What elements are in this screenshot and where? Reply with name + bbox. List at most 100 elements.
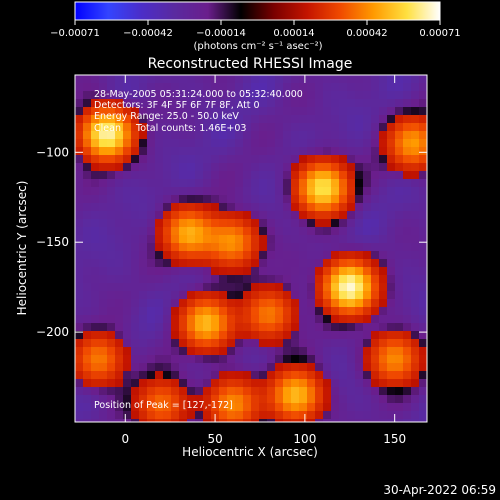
- heatmap-cell: [355, 187, 364, 196]
- heatmap-cell: [147, 179, 156, 188]
- heatmap-cell: [259, 227, 268, 236]
- heatmap-cell: [139, 363, 148, 372]
- heatmap-cell: [147, 139, 156, 148]
- heatmap-cell: [139, 323, 148, 332]
- heatmap-cell: [243, 387, 252, 396]
- heatmap-cell: [163, 115, 172, 124]
- heatmap-cell: [155, 91, 164, 100]
- heatmap-cell: [331, 307, 340, 316]
- heatmap-cell: [395, 171, 404, 180]
- colorbar-tick-label: 0.00071: [419, 28, 460, 39]
- heatmap-cell: [235, 315, 244, 324]
- heatmap-cell: [99, 403, 108, 412]
- heatmap-cell: [187, 275, 196, 284]
- heatmap-cell: [323, 227, 332, 236]
- heatmap-cell: [323, 267, 332, 276]
- heatmap-cell: [259, 371, 268, 380]
- heatmap-cell: [75, 403, 84, 412]
- heatmap-cell: [379, 195, 388, 204]
- heatmap-cell: [291, 147, 300, 156]
- heatmap-cell: [347, 99, 356, 108]
- heatmap-cell: [99, 131, 108, 140]
- heatmap-cell: [411, 139, 420, 148]
- heatmap-cell: [179, 339, 188, 348]
- heatmap-cell: [91, 275, 100, 284]
- heatmap-cell: [355, 211, 364, 220]
- heatmap-cell: [339, 243, 348, 252]
- heatmap-cell: [403, 235, 412, 244]
- heatmap-cell: [139, 339, 148, 348]
- heatmap-cell: [251, 83, 260, 92]
- heatmap-cell: [203, 411, 212, 420]
- heatmap-cell: [283, 275, 292, 284]
- heatmap-cell: [243, 379, 252, 388]
- heatmap-cell: [147, 171, 156, 180]
- heatmap-cell: [75, 75, 84, 84]
- detectors-annotation: Detectors: 3F 4F 5F 6F 7F 8F, Att 0: [94, 100, 260, 111]
- heatmap-cell: [259, 91, 268, 100]
- heatmap-cell: [275, 235, 284, 244]
- heatmap-cell: [179, 163, 188, 172]
- heatmap-cell: [347, 147, 356, 156]
- heatmap-cell: [419, 331, 428, 340]
- heatmap-cell: [227, 291, 236, 300]
- heatmap-cell: [195, 371, 204, 380]
- heatmap-cell: [283, 251, 292, 260]
- heatmap-cell: [99, 331, 108, 340]
- heatmap-cell: [171, 179, 180, 188]
- heatmap-cell: [411, 147, 420, 156]
- heatmap-cell: [259, 283, 268, 292]
- heatmap-cell: [179, 403, 188, 412]
- heatmap-cell: [315, 163, 324, 172]
- heatmap-cell: [139, 115, 148, 124]
- heatmap-cell: [275, 75, 284, 84]
- heatmap-cell: [363, 83, 372, 92]
- heatmap-cell: [251, 323, 260, 332]
- heatmap-cell: [259, 219, 268, 228]
- heatmap-cell: [331, 323, 340, 332]
- heatmap-cell: [379, 259, 388, 268]
- heatmap-cell: [139, 123, 148, 132]
- heatmap-cell: [107, 331, 116, 340]
- heatmap-cell: [403, 411, 412, 420]
- heatmap-cell: [155, 363, 164, 372]
- heatmap-cell: [123, 235, 132, 244]
- heatmap-cell: [107, 371, 116, 380]
- heatmap-cell: [387, 235, 396, 244]
- heatmap-cell: [315, 259, 324, 268]
- heatmap-cell: [91, 315, 100, 324]
- heatmap-cell: [307, 395, 316, 404]
- heatmap-cell: [187, 395, 196, 404]
- heatmap-cell: [307, 211, 316, 220]
- heatmap-cell: [211, 315, 220, 324]
- heatmap-cell: [187, 235, 196, 244]
- heatmap-cell: [395, 339, 404, 348]
- heatmap-cell: [291, 371, 300, 380]
- heatmap-cell: [307, 355, 316, 364]
- heatmap-cell: [323, 395, 332, 404]
- heatmap-cell: [315, 251, 324, 260]
- heatmap-cell: [115, 267, 124, 276]
- heatmap-cell: [187, 195, 196, 204]
- heatmap-cell: [83, 251, 92, 260]
- heatmap-cell: [139, 163, 148, 172]
- heatmap-cell: [331, 211, 340, 220]
- heatmap-cell: [419, 259, 428, 268]
- heatmap-cell: [315, 387, 324, 396]
- heatmap-cell: [115, 83, 124, 92]
- heatmap-cell: [403, 139, 412, 148]
- heatmap-cell: [115, 147, 124, 156]
- heatmap-cell: [235, 139, 244, 148]
- heatmap-cell: [355, 99, 364, 108]
- heatmap-cell: [331, 203, 340, 212]
- heatmap-cell: [139, 139, 148, 148]
- heatmap-cell: [283, 227, 292, 236]
- heatmap-cell: [339, 267, 348, 276]
- heatmap-cell: [323, 355, 332, 364]
- heatmap-cell: [291, 139, 300, 148]
- heatmap-cell: [371, 347, 380, 356]
- heatmap-cell: [315, 243, 324, 252]
- heatmap-cell: [355, 323, 364, 332]
- heatmap-cell: [267, 195, 276, 204]
- heatmap-cell: [411, 243, 420, 252]
